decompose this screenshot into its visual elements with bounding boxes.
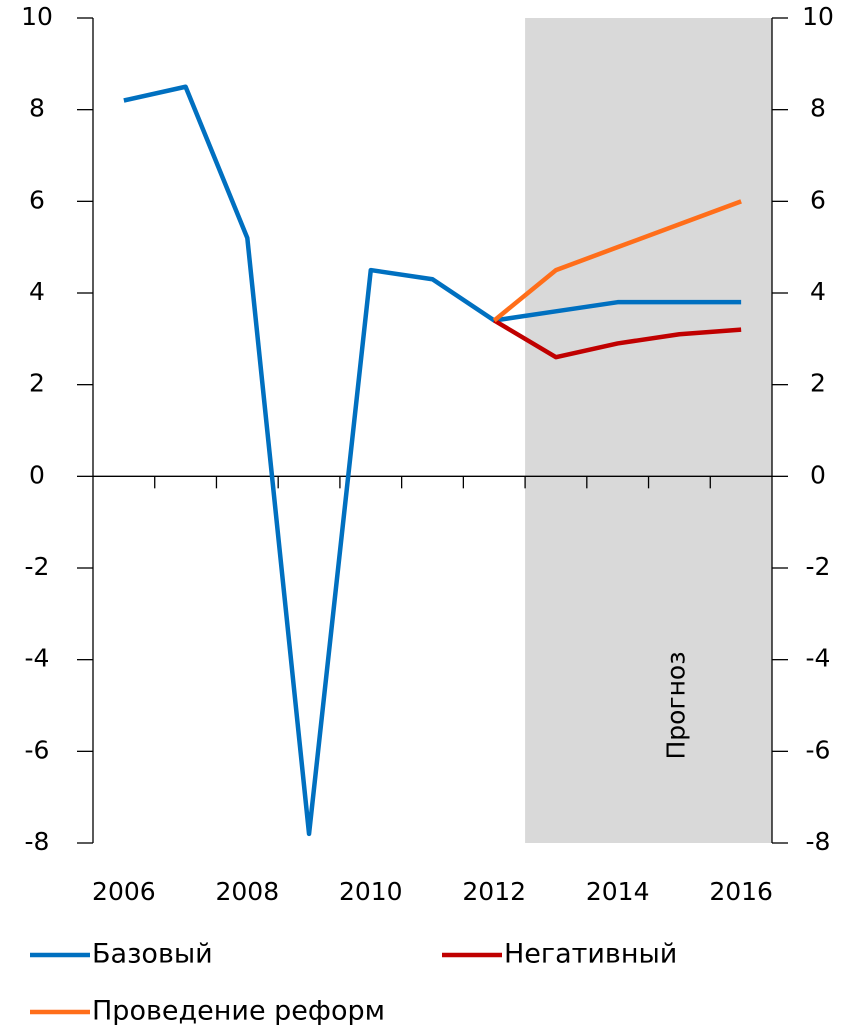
- series-line: [493, 318, 742, 360]
- series-line: [123, 84, 742, 837]
- forecast-region: [525, 18, 772, 843]
- x-tick-label: 2006: [92, 877, 156, 906]
- y-tick-label: 10: [21, 2, 53, 31]
- y-tick-label: -4: [25, 644, 50, 673]
- y-tick-label: -6: [25, 735, 50, 764]
- y2-tick-label: -2: [806, 552, 831, 581]
- y-tick-label: -8: [25, 827, 50, 856]
- x-tick-label: 2014: [586, 877, 650, 906]
- y2-tick-label: -6: [806, 735, 831, 764]
- y-tick-label: 8: [29, 94, 45, 123]
- y2-tick-label: 0: [810, 460, 826, 489]
- legend-label: Проведение реформ: [92, 996, 385, 1027]
- legend-label: Негативный: [504, 939, 677, 970]
- y2-tick-label: -8: [806, 827, 831, 856]
- y2-tick-label: 2: [810, 369, 826, 398]
- x-tick-label: 2008: [216, 877, 280, 906]
- forecast-label: Прогноз: [661, 651, 690, 759]
- series-line: [492, 199, 742, 323]
- x-tick-label: 2016: [709, 877, 773, 906]
- y-tick-label: -2: [25, 552, 50, 581]
- y-tick-label: 6: [29, 185, 45, 214]
- y-tick-label: 0: [29, 460, 45, 489]
- y2-tick-label: 8: [810, 94, 826, 123]
- y-tick-label: 2: [29, 369, 45, 398]
- y2-tick-label: 6: [810, 185, 826, 214]
- y2-tick-label: 4: [810, 277, 826, 306]
- legend-label: Базовый: [92, 939, 213, 970]
- x-tick-label: 2010: [339, 877, 403, 906]
- y-tick-label: 4: [29, 277, 45, 306]
- x-tick-label: 2012: [462, 877, 526, 906]
- y2-tick-label: -4: [806, 644, 831, 673]
- y2-tick-label: 10: [802, 2, 834, 31]
